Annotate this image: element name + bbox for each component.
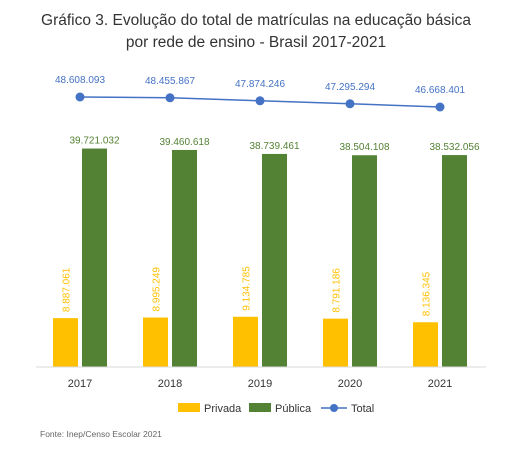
data-label-privada-2020: 8.791.186 [332, 268, 343, 313]
legend-label-privada: Privada [204, 403, 242, 415]
bar-privada-2019 [233, 316, 258, 367]
chart-subtitle: por rede de ensino - Brasil 2017-2021 [126, 34, 386, 51]
data-label-total-2021: 46.668.401 [415, 85, 465, 96]
data-label-total-2018: 48.455.867 [145, 76, 195, 87]
x-tick-2019: 2019 [248, 378, 272, 390]
bars-group: 8.887.061 39.721.032 8.995.249 39.460.618 9.… [53, 136, 480, 367]
total-line-group: 48.608.093 48.455.867 47.874.246 47.295.294… [55, 75, 465, 112]
data-label-publica-2019: 38.739.461 [249, 141, 299, 152]
total-point-2020 [345, 99, 355, 109]
total-point-2019 [255, 96, 265, 106]
source-note: Fonte: Inep/Censo Escolar 2021 [40, 429, 162, 439]
data-label-privada-2018: 8.995.249 [152, 267, 163, 312]
legend-swatch-publica [249, 403, 271, 412]
bar-publica-2017 [82, 148, 107, 367]
bar-publica-2021 [442, 155, 467, 367]
bar-publica-2020 [352, 155, 377, 367]
bar-privada-2021 [413, 322, 438, 367]
legend-label-publica: Pública [275, 403, 312, 415]
x-axis: 2017 2018 2019 2020 2021 [36, 366, 486, 390]
data-label-total-2020: 47.295.294 [325, 82, 375, 93]
total-point-2017 [75, 92, 85, 102]
data-label-privada-2017: 8.887.061 [62, 267, 73, 312]
data-label-privada-2021: 8.136.345 [422, 271, 433, 316]
bar-privada-2018 [143, 317, 168, 367]
bar-privada-2020 [323, 318, 348, 367]
x-tick-2018: 2018 [158, 378, 182, 390]
legend: Privada Pública Total [178, 403, 374, 415]
bar-publica-2018 [172, 149, 197, 367]
data-label-total-2017: 48.608.093 [55, 75, 105, 86]
data-label-total-2019: 47.874.246 [235, 79, 285, 90]
legend-label-total: Total [351, 403, 374, 415]
bar-publica-2019 [262, 153, 287, 367]
bar-privada-2017 [53, 318, 78, 367]
chart-title: Gráfico 3. Evolução do total de matrícul… [41, 12, 471, 29]
x-tick-2020: 2020 [338, 378, 362, 390]
data-label-privada-2019: 9.134.785 [242, 266, 253, 311]
data-label-publica-2018: 39.460.618 [159, 137, 209, 148]
data-label-publica-2021: 38.532.056 [429, 142, 479, 153]
total-point-2021 [435, 102, 445, 112]
total-point-2018 [165, 93, 175, 103]
x-tick-2021: 2021 [428, 378, 452, 390]
data-label-publica-2017: 39.721.032 [69, 136, 119, 147]
data-label-publica-2020: 38.504.108 [339, 142, 389, 153]
legend-marker-total [330, 404, 338, 412]
legend-swatch-privada [178, 403, 200, 412]
x-tick-2017: 2017 [68, 378, 92, 390]
